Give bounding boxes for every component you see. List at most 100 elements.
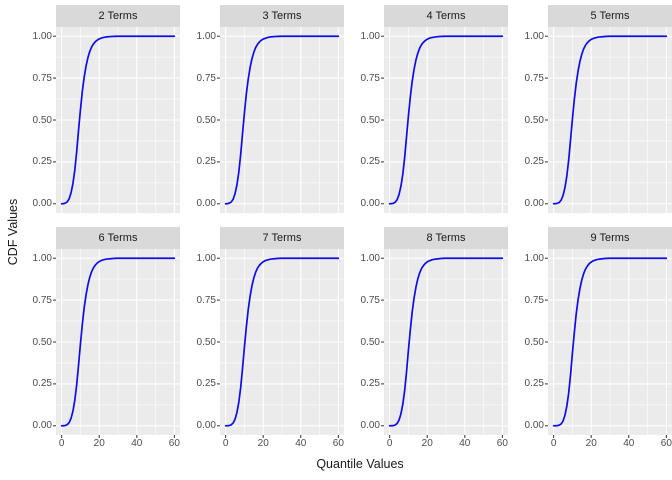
- plot-wrapper: 1.00 0.75 0.50 0.25 0.00: [354, 249, 508, 438]
- facet-panel: 4 Terms 1.00 0.75 0.50 0.25 0.00: [354, 5, 508, 213]
- y-tick-label: 0.00: [32, 420, 52, 432]
- y-tick-label: 0.00: [32, 198, 52, 210]
- x-tick-label: 0: [222, 438, 229, 449]
- x-tick-label: 0: [386, 438, 393, 449]
- y-tick-label: 0.00: [360, 420, 380, 432]
- plot-area: [545, 27, 672, 213]
- y-tick-label: 0.50: [196, 114, 216, 126]
- plot-wrapper: 1.00 0.75 0.50 0.25 0.00: [518, 249, 672, 438]
- x-tick-label: 40: [623, 438, 635, 449]
- y-tick-label: 0.25: [360, 378, 380, 390]
- y-tick-label: 0.25: [32, 378, 52, 390]
- y-tick-label: 1.00: [360, 30, 380, 42]
- y-tick-label: 0.00: [524, 420, 544, 432]
- y-tick-label: 0.00: [360, 198, 380, 210]
- cdf-curve: [224, 257, 340, 427]
- plot-wrapper: 1.00 0.75 0.50 0.25 0.00: [518, 27, 672, 213]
- x-tick-row: 0 20 40 60: [26, 435, 180, 451]
- y-tick-label: 0.50: [360, 336, 380, 348]
- y-tick-label: 0.25: [360, 156, 380, 168]
- y-tick-label: 1.00: [32, 252, 52, 264]
- y-tick-label: 0.00: [196, 198, 216, 210]
- x-tick-label: 60: [496, 438, 508, 449]
- y-tick-label: 0.25: [32, 156, 52, 168]
- y-tick-label: 0.50: [32, 336, 52, 348]
- facet-strip-label: 2 Terms: [56, 5, 180, 27]
- y-tick-label: 0.50: [360, 114, 380, 126]
- plot-wrapper: 1.00 0.75 0.50 0.25 0.00: [354, 27, 508, 213]
- facet-panel: 7 Terms 1.00 0.75 0.50 0.25 0.00 0 20 40 60: [190, 227, 344, 451]
- y-tick-label: 1.00: [32, 30, 52, 42]
- facet-panel: 2 Terms 1.00 0.75 0.50 0.25 0.00: [26, 5, 180, 213]
- y-tick-label: 0.75: [32, 294, 52, 306]
- plot-area: [381, 27, 508, 213]
- x-tick-label: 0: [58, 438, 65, 449]
- y-tick-label: 1.00: [196, 252, 216, 264]
- facet-strip-label: 3 Terms: [220, 5, 344, 27]
- y-axis-title: CDF Values: [6, 198, 20, 266]
- y-tick-label: 1.00: [524, 30, 544, 42]
- plot-wrapper: 1.00 0.75 0.50 0.25 0.00: [26, 249, 180, 438]
- x-tick-label: 20: [93, 438, 105, 449]
- y-tick-label: 0.75: [360, 72, 380, 84]
- plot-area: [217, 27, 344, 213]
- cdf-curve: [224, 35, 340, 205]
- y-tick-label: 0.50: [196, 336, 216, 348]
- y-tick-label: 0.75: [360, 294, 380, 306]
- y-tick-label: 0.75: [524, 294, 544, 306]
- y-tick-label: 0.25: [196, 156, 216, 168]
- facet-strip-label: 8 Terms: [384, 227, 508, 249]
- facet-grid: 2 Terms 1.00 0.75 0.50 0.25 0.00 3 Terms 1.00 0.…: [26, 5, 672, 451]
- x-tick-label: 20: [257, 438, 269, 449]
- cdf-curve: [552, 257, 668, 427]
- y-tick-label: 0.75: [32, 72, 52, 84]
- x-tick-label: 20: [585, 438, 597, 449]
- y-tick-label: 0.25: [524, 156, 544, 168]
- plot-area: [545, 249, 672, 438]
- y-tick-label: 0.75: [524, 72, 544, 84]
- y-tick-label: 0.00: [524, 198, 544, 210]
- cdf-curve: [60, 257, 176, 427]
- facet-panel: 3 Terms 1.00 0.75 0.50 0.25 0.00: [190, 5, 344, 213]
- facet-panel: 8 Terms 1.00 0.75 0.50 0.25 0.00 0 20 40 60: [354, 227, 508, 451]
- y-tick-label: 0.00: [196, 420, 216, 432]
- facet-strip-label: 4 Terms: [384, 5, 508, 27]
- plot-area: [53, 249, 180, 438]
- x-axis-title: Quantile Values: [316, 457, 404, 471]
- y-tick-label: 0.50: [32, 114, 52, 126]
- plot-wrapper: 1.00 0.75 0.50 0.25 0.00: [190, 27, 344, 213]
- x-tick-label: 60: [660, 438, 672, 449]
- facet-strip-label: 6 Terms: [56, 227, 180, 249]
- facet-strip-label: 9 Terms: [548, 227, 672, 249]
- x-tick-label: 0: [550, 438, 557, 449]
- y-tick-label: 1.00: [360, 252, 380, 264]
- x-tick-label: 60: [168, 438, 180, 449]
- facet-panel: 5 Terms 1.00 0.75 0.50 0.25 0.00: [518, 5, 672, 213]
- plot-area: [217, 249, 344, 438]
- facet-panel: 6 Terms 1.00 0.75 0.50 0.25 0.00 0 20 40 60: [26, 227, 180, 451]
- plot-area: [53, 27, 180, 213]
- x-tick-label: 20: [421, 438, 433, 449]
- cdf-curve: [388, 257, 504, 427]
- plot-area: [381, 249, 508, 438]
- cdf-curve: [388, 35, 504, 205]
- facet-strip-label: 7 Terms: [220, 227, 344, 249]
- y-tick-label: 1.00: [196, 30, 216, 42]
- facet-strip-label: 5 Terms: [548, 5, 672, 27]
- x-tick-label: 40: [459, 438, 471, 449]
- y-tick-label: 0.50: [524, 114, 544, 126]
- y-tick-label: 0.50: [524, 336, 544, 348]
- plot-wrapper: 1.00 0.75 0.50 0.25 0.00: [26, 27, 180, 213]
- plot-wrapper: 1.00 0.75 0.50 0.25 0.00: [190, 249, 344, 438]
- y-tick-label: 0.75: [196, 72, 216, 84]
- cdf-curve: [60, 35, 176, 205]
- x-tick-label: 60: [332, 438, 344, 449]
- facet-panel: 9 Terms 1.00 0.75 0.50 0.25 0.00 0 20 40 60: [518, 227, 672, 451]
- x-tick-row: 0 20 40 60: [518, 435, 672, 451]
- x-tick-label: 40: [131, 438, 143, 449]
- cdf-curve: [552, 35, 668, 205]
- y-tick-label: 0.25: [196, 378, 216, 390]
- y-tick-label: 0.25: [524, 378, 544, 390]
- x-tick-row: 0 20 40 60: [190, 435, 344, 451]
